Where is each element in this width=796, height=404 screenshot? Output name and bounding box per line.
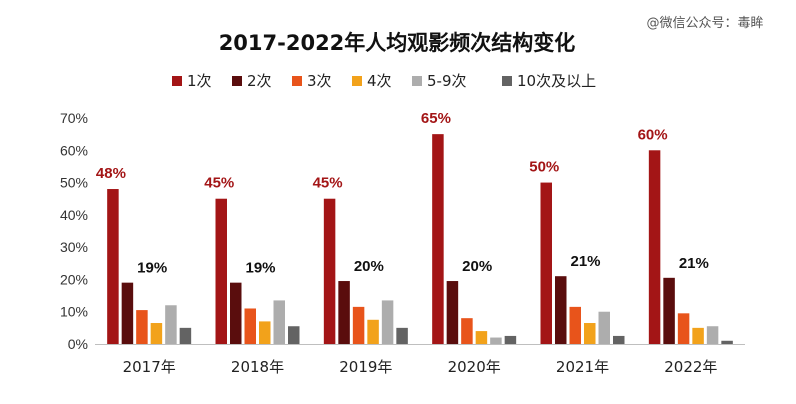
y-tick-label: 10% bbox=[60, 304, 88, 320]
bar-5 bbox=[706, 326, 719, 344]
bar-4 bbox=[692, 327, 704, 344]
bar-1 bbox=[107, 189, 119, 344]
bar-2 bbox=[230, 282, 242, 344]
x-tick-label: 2021年 bbox=[556, 358, 609, 376]
legend-swatch bbox=[232, 76, 242, 86]
data-label: 50% bbox=[529, 159, 559, 176]
x-tick-label: 2019年 bbox=[339, 358, 392, 376]
y-tick-label: 50% bbox=[60, 175, 88, 191]
bars-group bbox=[107, 134, 733, 344]
legend-label: 4次 bbox=[367, 72, 392, 90]
legend-label: 1次 bbox=[187, 72, 212, 90]
legend-swatch bbox=[172, 76, 182, 86]
bar-2 bbox=[338, 281, 350, 344]
y-tick-label: 60% bbox=[60, 142, 88, 158]
x-tick-label: 2018年 bbox=[231, 358, 284, 376]
data-label: 20% bbox=[462, 258, 492, 275]
legend-label: 10次及以上 bbox=[517, 72, 596, 90]
bar-6 bbox=[721, 340, 733, 344]
bar-3 bbox=[461, 318, 473, 344]
bar-6 bbox=[613, 335, 625, 344]
x-tick-label: 2022年 bbox=[664, 358, 717, 376]
legend-swatch bbox=[292, 76, 302, 86]
legend-swatch bbox=[412, 76, 422, 86]
data-label: 45% bbox=[204, 175, 234, 192]
x-axis: 2017年 2018年 2019年 2020年 2021年 2022年 bbox=[123, 358, 718, 376]
bar-3 bbox=[136, 310, 148, 344]
bar-5 bbox=[598, 311, 610, 344]
bar-3 bbox=[244, 308, 256, 344]
bar-6 bbox=[396, 327, 408, 344]
data-label: 20% bbox=[354, 258, 384, 275]
bar-6 bbox=[288, 326, 300, 344]
bar-5 bbox=[165, 305, 177, 344]
bar-1 bbox=[540, 182, 552, 344]
bar-5 bbox=[273, 300, 285, 344]
bar-4 bbox=[584, 323, 596, 344]
bar-4 bbox=[259, 321, 271, 344]
y-axis: 0% 10% 20% 30% 40% 50% 60% 70% bbox=[60, 110, 88, 352]
legend-label: 3次 bbox=[307, 72, 332, 90]
y-tick-label: 30% bbox=[60, 239, 88, 255]
data-label: 19% bbox=[137, 260, 167, 277]
bar-1 bbox=[648, 150, 661, 344]
bar-5 bbox=[490, 337, 502, 344]
bar-2 bbox=[555, 276, 567, 344]
chart-legend: 1次 2次 3次 4次 5-9次 10次及以上 bbox=[172, 72, 596, 90]
data-labels: 48% 19% 45% 19% 45% 20% 65% 20% 50% 21% 60% 21% bbox=[96, 110, 709, 277]
bar-6 bbox=[179, 327, 192, 344]
bar-1 bbox=[323, 198, 336, 344]
y-tick-label: 0% bbox=[68, 336, 88, 352]
y-tick-label: 20% bbox=[60, 271, 88, 287]
bar-1 bbox=[215, 198, 227, 344]
data-label: 21% bbox=[571, 253, 601, 270]
data-label: 45% bbox=[313, 175, 343, 192]
bar-5 bbox=[381, 300, 394, 344]
data-label: 19% bbox=[246, 260, 276, 277]
legend-label: 2次 bbox=[247, 72, 272, 90]
legend-swatch bbox=[352, 76, 362, 86]
x-tick-label: 2017年 bbox=[123, 358, 176, 376]
data-label: 21% bbox=[679, 255, 709, 272]
data-label: 65% bbox=[421, 110, 451, 127]
y-tick-label: 40% bbox=[60, 207, 88, 223]
bar-1 bbox=[432, 134, 444, 344]
legend-swatch bbox=[502, 76, 512, 86]
bar-3 bbox=[677, 313, 690, 344]
legend-label: 5-9次 bbox=[427, 72, 467, 90]
x-tick-label: 2020年 bbox=[448, 358, 501, 376]
y-tick-label: 70% bbox=[60, 110, 88, 126]
watermark-text: @微信公众号：毒眸 bbox=[646, 15, 763, 31]
bar-3 bbox=[352, 306, 365, 344]
bar-2 bbox=[663, 277, 675, 344]
data-label: 48% bbox=[96, 165, 126, 182]
bar-6 bbox=[504, 335, 517, 344]
bar-4 bbox=[150, 323, 163, 344]
bar-2 bbox=[121, 282, 134, 344]
bar-2 bbox=[446, 281, 459, 344]
bar-4 bbox=[367, 319, 379, 344]
data-label: 60% bbox=[638, 126, 668, 143]
chart-title: 2017-2022年人均观影频次结构变化 bbox=[219, 31, 576, 55]
bar-4 bbox=[475, 331, 488, 344]
bar-3 bbox=[569, 306, 581, 344]
